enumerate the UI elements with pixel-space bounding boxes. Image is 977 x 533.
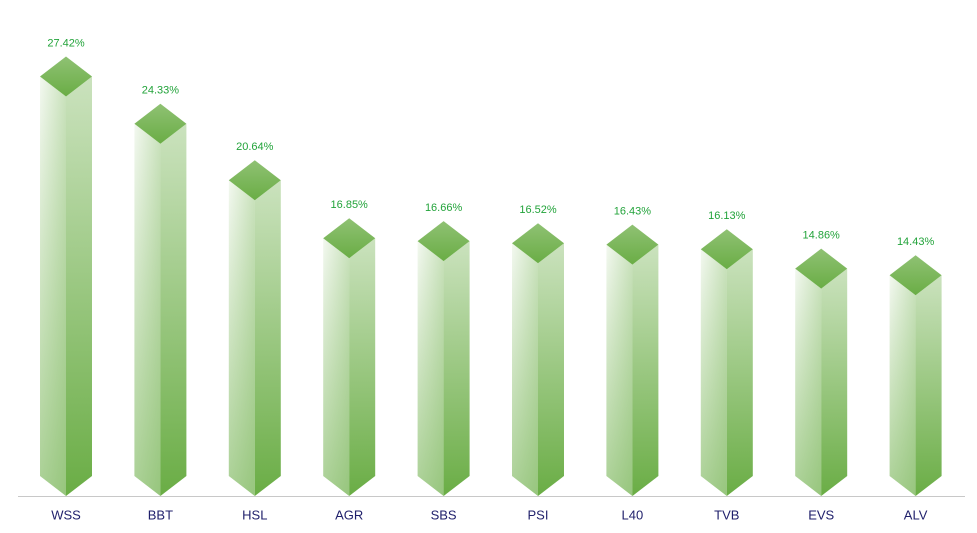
bar-left-face-shade: [889, 275, 916, 496]
bar-left-face-shade: [134, 123, 161, 496]
bar: [40, 56, 92, 496]
x-tick-label: HSL: [242, 507, 267, 522]
bar-top: [228, 160, 281, 201]
bar-left-face-shade: [228, 180, 255, 496]
x-tick-label: L40: [622, 507, 644, 522]
value-label: 16.13%: [708, 210, 746, 222]
bar-top: [700, 229, 753, 270]
x-tick-label: PSI: [528, 507, 549, 522]
bar-top: [134, 103, 187, 144]
x-tick-label: WSS: [51, 507, 81, 522]
bar-left-face-shade: [323, 238, 350, 496]
x-tick-label: TVB: [714, 507, 739, 522]
bar: [889, 255, 942, 496]
bar-right-face: [915, 275, 942, 496]
value-label: 16.52%: [519, 204, 557, 216]
bar: [512, 223, 564, 496]
bar-right-face: [66, 76, 92, 496]
x-tick-label: EVS: [808, 507, 834, 522]
bar-left-face-shade: [417, 241, 444, 496]
bar-top: [795, 248, 848, 289]
bar-top: [417, 221, 470, 262]
bar-right-face: [538, 243, 564, 496]
bar-right-face: [349, 238, 376, 496]
bar: [134, 103, 187, 496]
value-label: 20.64%: [236, 141, 274, 153]
bar: [795, 248, 848, 496]
bar-left-face-shade: [700, 249, 727, 496]
bar: [228, 160, 281, 496]
bar-left-face-shade: [40, 76, 66, 496]
value-label: 16.66%: [425, 202, 463, 214]
bar-right-face: [821, 268, 848, 496]
bar: [700, 229, 753, 496]
bar-left-face-shade: [512, 243, 538, 496]
x-tick-label: BBT: [148, 507, 173, 522]
x-tick-label: ALV: [904, 507, 928, 522]
x-tick-label: AGR: [335, 507, 363, 522]
bar-right-face: [726, 249, 753, 496]
bar-top: [512, 223, 564, 264]
value-label: 16.85%: [331, 199, 369, 211]
bar-top: [889, 255, 942, 296]
bar-right-face: [443, 241, 470, 496]
bar-right-face: [160, 123, 187, 496]
value-label: 14.86%: [803, 230, 841, 242]
bar-top: [606, 224, 659, 265]
bar-top: [40, 56, 92, 97]
x-tick-label: SBS: [431, 507, 457, 522]
bar-top: [323, 218, 376, 259]
bar: [606, 224, 659, 496]
bar-right-face: [254, 180, 281, 496]
bar-left-face-shade: [606, 244, 633, 496]
value-label: 14.43%: [897, 236, 935, 248]
bar-left-face-shade: [795, 268, 822, 496]
value-label: 16.43%: [614, 206, 652, 218]
bar: [323, 218, 376, 496]
value-label: 24.33%: [142, 85, 180, 97]
bar-right-face: [632, 244, 659, 496]
bar: [417, 221, 470, 496]
value-label: 27.42%: [47, 37, 85, 49]
